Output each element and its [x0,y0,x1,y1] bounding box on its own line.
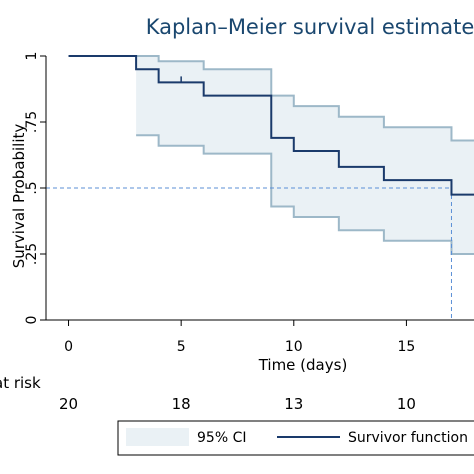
y-tick-label: 0 [24,316,40,325]
legend: 95% CI Survivor function [117,420,474,456]
x-tick-label: 10 [285,339,303,355]
x-tick-label: 0 [64,339,73,355]
y-axis-ticks: 0 .25 .5 .75 1 [24,52,46,325]
plot-area [46,55,474,320]
median-reference-lines [46,187,452,320]
ci-band [136,56,474,254]
x-axis-ticks: 0 5 10 15 [64,320,415,355]
number-at-risk-table: at risk 20 18 13 10 [0,374,416,413]
ci-lower-line [136,134,474,255]
x-tick-label: 5 [177,339,186,355]
at-risk-value: 18 [172,395,191,413]
y-axis-title: Survival Probability [10,124,28,269]
legend-ci-swatch [126,428,189,446]
at-risk-value: 10 [397,395,416,413]
chart-title: Kaplan–Meier survival estimate [146,15,474,39]
legend-survivor-label: Survivor function [348,430,468,446]
x-tick-label: 15 [398,339,416,355]
legend-ci-label: 95% CI [197,430,246,446]
y-tick-label: .75 [24,111,40,133]
y-tick-label: .5 [24,181,40,194]
x-axis-title: Time (days) [258,356,348,374]
ci-upper-line [136,55,474,142]
survivor-function-line [68,55,474,196]
y-tick-label: .25 [24,243,40,265]
at-risk-value: 20 [59,395,78,413]
y-tick-label: 1 [24,52,40,61]
at-risk-value: 13 [284,395,303,413]
at-risk-label: at risk [0,374,41,392]
